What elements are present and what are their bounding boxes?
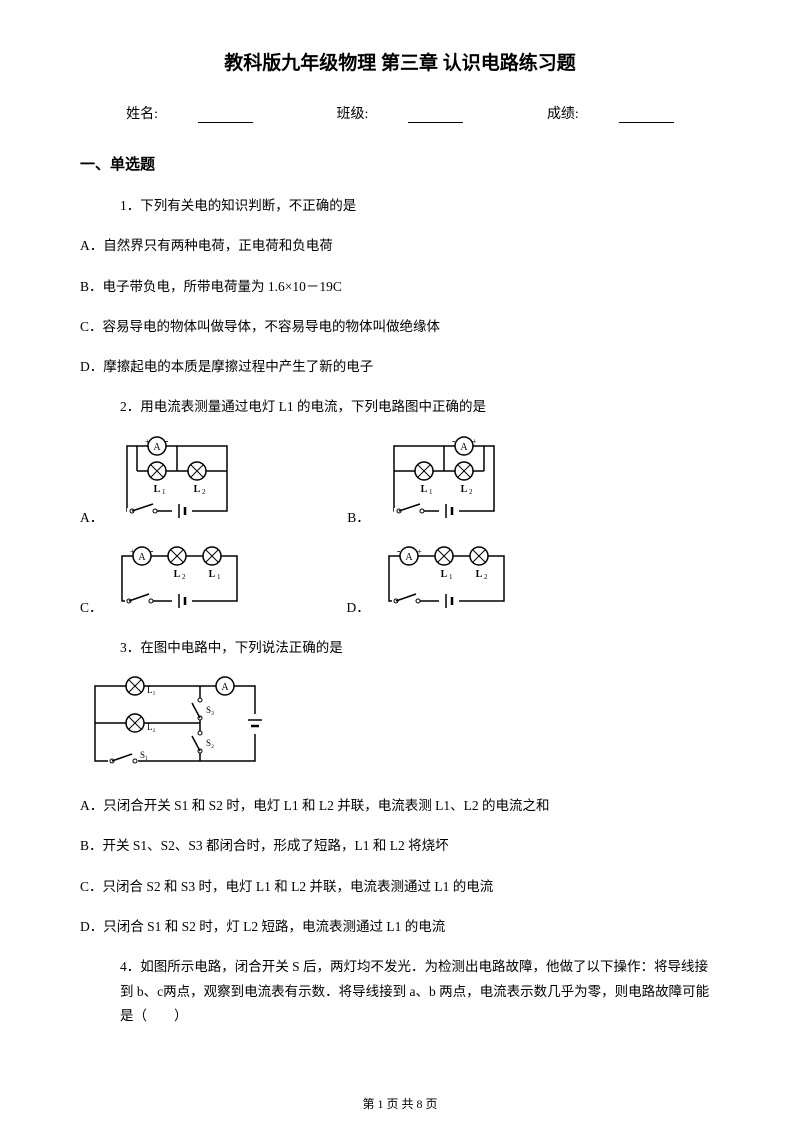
svg-text:L: L — [420, 484, 427, 495]
q3-text: 3．在图中电路中，下列说法正确的是 — [120, 636, 720, 660]
q3-optB: B．开关 S1、S2、S3 都闭合时，形成了短路，L1 和 L2 将烧坏 — [80, 834, 720, 858]
name-label: 姓名: — [106, 107, 273, 122]
svg-text:A: A — [154, 442, 162, 453]
page-footer: 第 1 页 共 8 页 — [0, 1095, 800, 1112]
q4-text: 4．如图所示电路，闭合开关 S 后，两灯均不发光．为检测出电路故障，他做了以下操… — [120, 955, 720, 1028]
svg-text:+: + — [472, 437, 477, 446]
circuit-diagram-B-icon: A - + L 1 L 2 — [374, 436, 514, 526]
q1-optD: D．摩擦起电的本质是摩擦过程中产生了新的电子 — [80, 355, 720, 379]
q1-text: 1．下列有关电的知识判断，不正确的是 — [120, 194, 720, 218]
svg-text:L: L — [440, 569, 447, 580]
svg-text:S₂: S₂ — [206, 738, 214, 748]
svg-text:+: + — [145, 437, 150, 446]
q2-diagram-C: C． A + - L 2 L 1 — [80, 546, 247, 616]
svg-text:L₁: L₁ — [147, 685, 156, 695]
svg-text:1: 1 — [217, 573, 221, 581]
q2-text: 2．用电流表测量通过电灯 L1 的电流，下列电路图中正确的是 — [120, 395, 720, 419]
svg-text:L: L — [208, 569, 215, 580]
svg-text:-: - — [150, 546, 153, 557]
circuit-diagram-q3-icon: L₁ A L₂ S₃ S₂ S₁ — [80, 676, 270, 776]
q1-optB: B．电子带负电，所带电荷量为 1.6×10－19C — [80, 275, 720, 299]
svg-text:S₃: S₃ — [206, 705, 214, 715]
student-info-row: 姓名: 班级: 成绩: — [80, 103, 720, 123]
svg-text:-: - — [452, 436, 455, 447]
svg-text:L₂: L₂ — [147, 722, 156, 732]
svg-text:-: - — [397, 546, 400, 557]
q1-optA: A．自然界只有两种电荷，正电荷和负电荷 — [80, 234, 720, 258]
svg-text:L: L — [154, 484, 161, 495]
svg-text:L: L — [173, 569, 180, 580]
q3-optD: D．只闭合 S1 和 S2 时，灯 L2 短路，电流表测通过 L1 的电流 — [80, 915, 720, 939]
q2-diagram-B: B． A - + L 1 L 2 — [347, 436, 514, 526]
svg-text:1: 1 — [449, 573, 453, 581]
svg-text:2: 2 — [182, 573, 186, 581]
class-label: 班级: — [317, 107, 484, 122]
svg-text:A: A — [460, 442, 468, 453]
svg-text:1: 1 — [429, 488, 433, 496]
q2-diagram-A: A． A + - L 1 L 2 — [80, 436, 247, 526]
q2-diagrams-row1: A． A + - L 1 L 2 — [80, 436, 720, 526]
svg-text:L: L — [194, 484, 201, 495]
svg-text:+: + — [417, 547, 422, 556]
svg-text:2: 2 — [484, 573, 488, 581]
svg-text:2: 2 — [202, 488, 206, 496]
svg-text:L: L — [475, 569, 482, 580]
svg-text:2: 2 — [469, 488, 473, 496]
svg-text:S₁: S₁ — [140, 750, 148, 760]
svg-text:-: - — [165, 436, 168, 447]
svg-text:A: A — [138, 552, 146, 563]
circuit-diagram-D-icon: A - + L 1 L 2 — [374, 546, 514, 616]
svg-text:L: L — [460, 484, 467, 495]
svg-text:1: 1 — [162, 488, 166, 496]
circuit-diagram-C-icon: A + - L 2 L 1 — [107, 546, 247, 616]
section-heading: 一、单选题 — [80, 153, 720, 174]
svg-text:A: A — [405, 552, 413, 563]
q3-optA: A．只闭合开关 S1 和 S2 时，电灯 L1 和 L2 并联，电流表测 L1、… — [80, 794, 720, 818]
score-label: 成绩: — [527, 107, 694, 122]
page-title: 教科版九年级物理 第三章 认识电路练习题 — [80, 48, 720, 75]
q2-diagram-D: D． A - + L 1 L 2 — [347, 546, 514, 616]
q2-diagrams-row2: C． A + - L 2 L 1 D． — [80, 546, 720, 616]
svg-text:A: A — [221, 682, 229, 693]
circuit-diagram-A-icon: A + - L 1 L 2 — [107, 436, 247, 526]
q3-optC: C．只闭合 S2 和 S3 时，电灯 L1 和 L2 并联，电流表测通过 L1 … — [80, 875, 720, 899]
q1-optC: C．容易导电的物体叫做导体，不容易导电的物体叫做绝缘体 — [80, 315, 720, 339]
svg-text:+: + — [130, 547, 135, 556]
q3-diagram: L₁ A L₂ S₃ S₂ S₁ — [80, 676, 720, 776]
